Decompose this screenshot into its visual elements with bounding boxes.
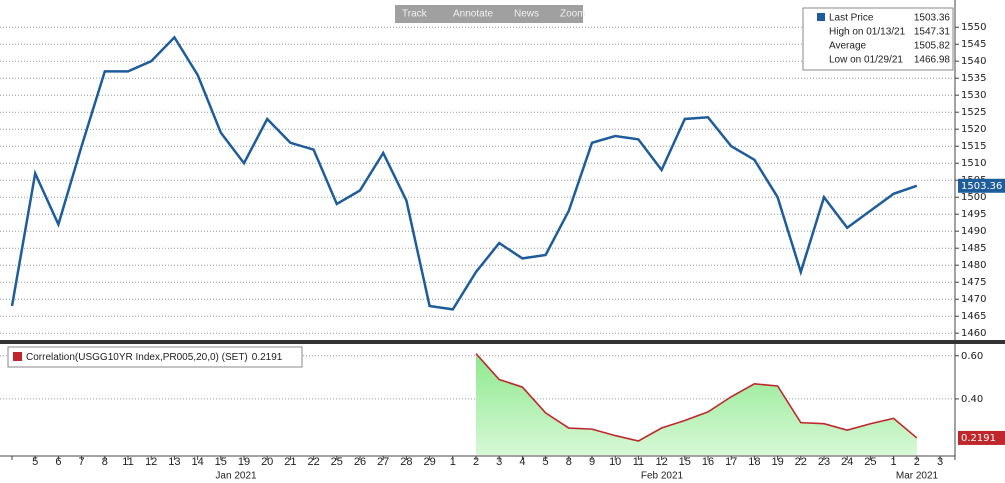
y-tick-label: 1500 — [961, 192, 986, 203]
y-tick-label: 1540 — [961, 56, 986, 67]
month-label: Jan 2021 — [215, 471, 257, 482]
legend-name: Correlation(USGG10YR Index,PR005,20,0) (… — [26, 352, 248, 363]
toolbar-button[interactable]: Track — [402, 9, 428, 20]
x-tick-label: 1 — [891, 456, 897, 468]
x-tick-label: 19 — [238, 456, 250, 468]
x-tick-label: 22 — [795, 456, 807, 468]
y-tick-label: 1520 — [961, 124, 986, 135]
x-tick-label: 19 — [771, 456, 783, 468]
x-tick-label: 4 — [519, 456, 525, 468]
month-label: Feb 2021 — [641, 471, 684, 482]
y-tick-label: 1550 — [961, 22, 986, 33]
legend-label: Correlation(USGG10YR Index,PR005,20,0) (… — [26, 352, 283, 363]
x-tick-label: 14 — [191, 456, 203, 468]
legend-value: 1505.82 — [914, 41, 951, 52]
x-tick-label: 11 — [633, 456, 644, 468]
x-tick-label: 2 — [473, 456, 479, 468]
x-tick-label: 12 — [145, 456, 157, 468]
area — [476, 353, 917, 455]
x-tick-label: 3 — [496, 456, 502, 468]
x-tick-label: 6 — [55, 456, 61, 468]
last-value-label: 0.2191 — [961, 433, 996, 444]
legend-swatch — [13, 352, 22, 361]
line — [475, 353, 918, 442]
legend-value: 1466.98 — [914, 55, 951, 66]
x-tick-label: 8 — [566, 456, 572, 468]
x-tick-label: 25 — [864, 456, 876, 468]
x-tick-label: 8 — [102, 456, 108, 468]
last-value-tag — [958, 178, 1005, 193]
line — [10, 35, 918, 311]
x-tick-label: 10 — [609, 456, 621, 468]
y-tick-label: 1510 — [961, 158, 986, 169]
y-tick-label: 1545 — [961, 39, 986, 50]
toolbar-button[interactable]: Zoom — [560, 9, 586, 20]
x-tick-label: 15 — [215, 456, 227, 468]
last-value-label: 1503.36 — [961, 181, 1002, 192]
toolbar-button[interactable]: Annotate — [453, 9, 493, 20]
y-tick-label: 1465 — [961, 311, 986, 322]
x-tick-label: 16 — [702, 456, 714, 468]
y-tick-label: 1495 — [961, 209, 986, 220]
x-tick-label: 23 — [818, 456, 830, 468]
x-tick-label: 27 — [377, 456, 389, 468]
y-tick-label: 1530 — [961, 90, 986, 101]
y-tick-label: 1470 — [961, 294, 986, 305]
x-tick-label: 28 — [400, 456, 412, 468]
x-tick-label: 29 — [423, 456, 435, 468]
x-tick-label: 21 — [284, 456, 296, 468]
x-tick-label: 26 — [354, 456, 366, 468]
y-tick-label: 1515 — [961, 141, 986, 152]
y-tick-label: 0.60 — [961, 351, 983, 362]
x-tick-label: 11 — [122, 456, 133, 468]
y-tick-label: 1480 — [961, 260, 986, 271]
x-tick-label: 24 — [841, 456, 853, 468]
x-tick-label: 25 — [331, 456, 343, 468]
legend-label: High on 01/13/21 — [829, 27, 906, 38]
legend-label: Last Price — [829, 13, 874, 24]
x-tick-label: 5 — [32, 456, 38, 468]
legend-value: 0.2191 — [252, 352, 283, 363]
last-value-tag — [958, 430, 1005, 445]
legend-label: Average — [829, 41, 867, 52]
x-tick-label: 15 — [679, 456, 691, 468]
legend-value: 1503.36 — [914, 13, 951, 24]
legend-label: Low on 01/29/21 — [829, 55, 903, 66]
x-tick-label: 22 — [307, 456, 319, 468]
toolbar: Track Annotate News Zoom — [395, 5, 586, 23]
y-tick-label: 1460 — [961, 328, 986, 339]
y-tick-label: 1475 — [961, 277, 986, 288]
legend-value: 1547.31 — [914, 27, 951, 38]
toolbar-bg — [395, 5, 583, 23]
y-tick-label: 1490 — [961, 226, 986, 237]
x-tick-label: 5 — [543, 456, 549, 468]
y-tick-label: 1525 — [961, 107, 986, 118]
y-tick-label: 1535 — [961, 73, 986, 84]
x-tick-label: 18 — [748, 456, 760, 468]
x-tick-label: 3 — [937, 456, 943, 468]
x-tick-label: 17 — [725, 456, 737, 468]
legend-swatch — [817, 13, 825, 21]
month-label: Mar 2021 — [896, 471, 939, 482]
legend-box — [802, 7, 954, 71]
x-tick-label: 1 — [450, 456, 456, 468]
toolbar-button[interactable]: News — [514, 9, 539, 20]
y-tick-label: 1485 — [961, 243, 986, 254]
legend-box — [7, 346, 303, 368]
x-tick-label: 7 — [79, 456, 85, 468]
x-tick-label: 13 — [168, 456, 180, 468]
y-tick-label: 0.40 — [961, 394, 983, 405]
x-tick-label: 20 — [261, 456, 273, 468]
x-tick-label: 12 — [655, 456, 667, 468]
x-tick-label: 9 — [589, 456, 595, 468]
x-tick-label: 2 — [914, 456, 920, 468]
